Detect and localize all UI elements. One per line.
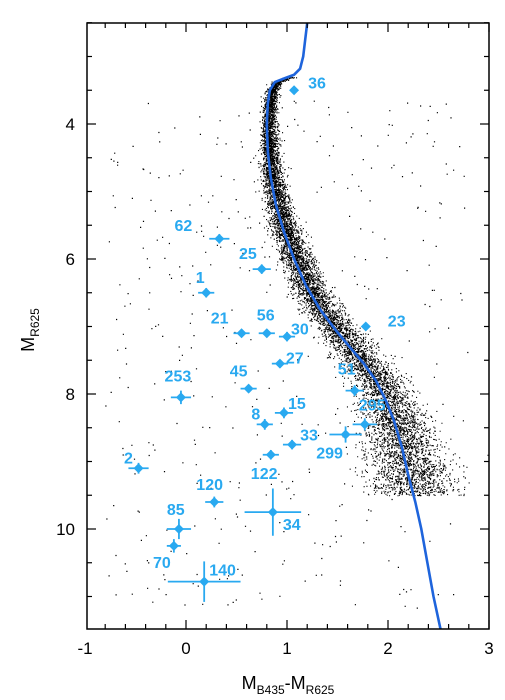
data-point bbox=[360, 321, 371, 332]
data-point bbox=[259, 419, 270, 430]
data-point bbox=[199, 576, 210, 587]
point-label: 15 bbox=[288, 396, 306, 413]
field-star-points bbox=[105, 76, 489, 609]
data-point bbox=[168, 540, 179, 551]
point-label: 1 bbox=[196, 270, 205, 287]
axis-ticks bbox=[87, 22, 490, 629]
x-tick-label: 1 bbox=[282, 639, 291, 658]
y-tick-label: 6 bbox=[66, 250, 75, 269]
labeled-points bbox=[133, 85, 371, 587]
plot-frame bbox=[86, 22, 490, 630]
data-point bbox=[243, 383, 254, 394]
point-label: 51 bbox=[338, 362, 356, 379]
point-label: 2 bbox=[124, 450, 133, 467]
point-label: 56 bbox=[257, 307, 275, 324]
data-point bbox=[274, 358, 285, 369]
data-point bbox=[214, 233, 225, 244]
x-tick-labels: -1 0 1 2 3 bbox=[77, 639, 493, 658]
point-label: 62 bbox=[175, 218, 193, 235]
y-tick-label: 8 bbox=[66, 385, 75, 404]
data-point bbox=[236, 328, 247, 339]
data-point bbox=[340, 429, 351, 440]
isochrone-line bbox=[265, 22, 442, 630]
data-point bbox=[133, 463, 144, 474]
point-label: 25 bbox=[239, 246, 257, 263]
data-point bbox=[265, 449, 276, 460]
point-label: 21 bbox=[211, 310, 229, 327]
data-point bbox=[175, 392, 186, 403]
point-label: 85 bbox=[167, 502, 185, 519]
field-stars bbox=[105, 76, 489, 609]
point-label: 120 bbox=[196, 477, 223, 494]
point-label: 8 bbox=[251, 406, 260, 423]
y-axis-label: MR625 bbox=[18, 308, 42, 352]
point-label: 299 bbox=[316, 446, 343, 463]
point-label: 34 bbox=[283, 517, 301, 534]
data-point bbox=[209, 497, 220, 507]
data-point bbox=[261, 328, 272, 339]
data-point bbox=[278, 407, 289, 418]
point-label: 122 bbox=[251, 466, 278, 483]
point-label: 70 bbox=[153, 555, 171, 572]
data-point bbox=[256, 264, 267, 275]
y-tick-label: 10 bbox=[56, 520, 75, 539]
point-label: 27 bbox=[286, 351, 304, 368]
x-tick-label: -1 bbox=[77, 639, 92, 658]
data-point bbox=[289, 85, 300, 96]
point-label: 295 bbox=[359, 397, 386, 414]
point-label: 36 bbox=[308, 75, 326, 92]
data-point bbox=[287, 439, 298, 450]
point-label: 140 bbox=[209, 563, 236, 580]
y-tick-label: 4 bbox=[66, 115, 75, 134]
point-label: 253 bbox=[165, 368, 192, 385]
point-label: 45 bbox=[230, 364, 248, 381]
data-point bbox=[359, 419, 370, 430]
data-point bbox=[349, 385, 360, 396]
point-label: 23 bbox=[388, 314, 406, 331]
x-axis-label: MB435-MR625 bbox=[242, 673, 335, 697]
data-point bbox=[267, 507, 278, 518]
data-point bbox=[201, 287, 212, 298]
point-label: 30 bbox=[291, 322, 309, 339]
data-point bbox=[282, 331, 292, 342]
x-tick-label: 3 bbox=[484, 639, 493, 658]
x-tick-label: 0 bbox=[181, 639, 190, 658]
y-tick-labels: 4 6 8 10 bbox=[56, 115, 75, 539]
data-point bbox=[173, 524, 184, 534]
point-label: 33 bbox=[300, 428, 318, 445]
x-tick-label: 2 bbox=[383, 639, 392, 658]
